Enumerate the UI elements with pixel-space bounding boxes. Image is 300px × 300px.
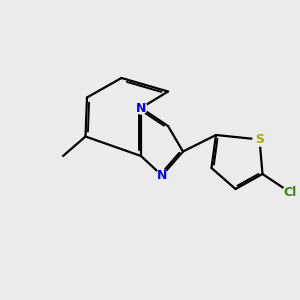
Circle shape	[253, 133, 266, 146]
Text: N: N	[157, 169, 167, 182]
Text: S: S	[255, 133, 264, 146]
Text: Cl: Cl	[283, 185, 296, 199]
Text: N: N	[136, 101, 146, 115]
Circle shape	[156, 169, 168, 181]
Circle shape	[135, 102, 147, 114]
Circle shape	[283, 185, 296, 199]
